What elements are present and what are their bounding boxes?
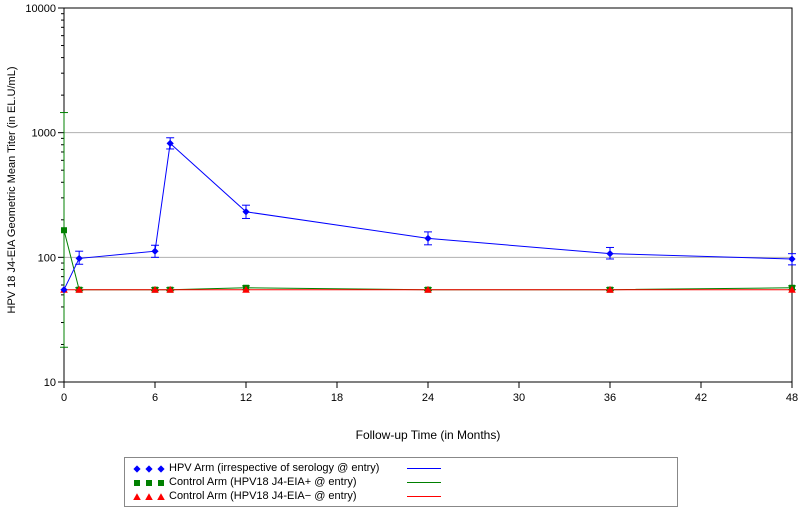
x-tick-label: 24 <box>422 392 434 404</box>
data-point <box>242 285 250 293</box>
data-point <box>75 285 83 293</box>
data-point <box>606 285 614 293</box>
y-tick-label: 10 <box>44 377 56 389</box>
legend-marker <box>158 480 164 486</box>
legend-marker <box>145 465 153 473</box>
data-point <box>151 285 159 293</box>
data-point <box>166 285 174 293</box>
data-point <box>788 255 796 263</box>
legend-label: HPV Arm (irrespective of serology @ entr… <box>169 462 380 474</box>
x-axis-label: Follow-up Time (in Months) <box>355 428 501 442</box>
series-2 <box>60 285 796 293</box>
series-0 <box>60 137 796 294</box>
data-point <box>242 208 250 216</box>
square-marker-icon <box>134 480 164 486</box>
x-tick-label: 36 <box>604 392 616 404</box>
data-point <box>424 234 432 242</box>
legend-item-control-arm-negative: Control Arm (HPV18 J4-EIA− @ entry) <box>125 490 677 504</box>
x-tick-label: 0 <box>61 392 67 404</box>
legend-line-swatch <box>407 482 441 483</box>
legend: HPV Arm (irrespective of serology @ entr… <box>124 457 678 507</box>
data-point <box>606 250 614 258</box>
x-tick-label: 30 <box>513 392 525 404</box>
y-tick-label: 1000 <box>32 128 56 140</box>
x-tick-label: 42 <box>695 392 707 404</box>
x-tick-label: 12 <box>240 392 252 404</box>
y-tick-label: 100 <box>38 252 56 264</box>
legend-item-hpv-arm: HPV Arm (irrespective of serology @ entr… <box>125 462 677 476</box>
data-point <box>61 227 67 234</box>
data-point <box>166 139 174 148</box>
legend-label: Control Arm (HPV18 J4-EIA+ @ entry) <box>169 476 357 488</box>
legend-marker <box>157 493 165 500</box>
legend-marker <box>145 493 153 500</box>
data-point <box>788 285 796 293</box>
diamond-marker-icon <box>133 465 165 473</box>
data-point <box>75 254 83 263</box>
x-tick-label: 18 <box>331 392 343 404</box>
y-axis-label-container: HPV 18 J4-EIA Geometric Mean Titer (in E… <box>2 0 22 380</box>
legend-line-swatch <box>407 496 441 497</box>
data-point <box>151 247 159 255</box>
data-point <box>60 286 68 294</box>
legend-marker <box>146 480 152 486</box>
data-point <box>424 285 432 293</box>
y-axis-label: HPV 18 J4-EIA Geometric Mean Titer (in E… <box>6 66 18 314</box>
series-line <box>63 142 793 290</box>
legend-line-swatch <box>407 468 441 469</box>
triangle-marker-icon <box>133 493 165 500</box>
legend-item-control-arm-positive: Control Arm (HPV18 J4-EIA+ @ entry) <box>125 476 677 490</box>
legend-marker <box>134 480 140 486</box>
plot-frame <box>63 7 793 383</box>
x-tick-label: 6 <box>152 392 158 404</box>
legend-marker <box>133 465 141 473</box>
legend-label: Control Arm (HPV18 J4-EIA− @ entry) <box>169 490 357 502</box>
legend-marker <box>133 493 141 500</box>
legend-marker <box>157 465 165 473</box>
x-tick-label: 48 <box>786 392 798 404</box>
y-tick-label: 10000 <box>25 3 56 15</box>
